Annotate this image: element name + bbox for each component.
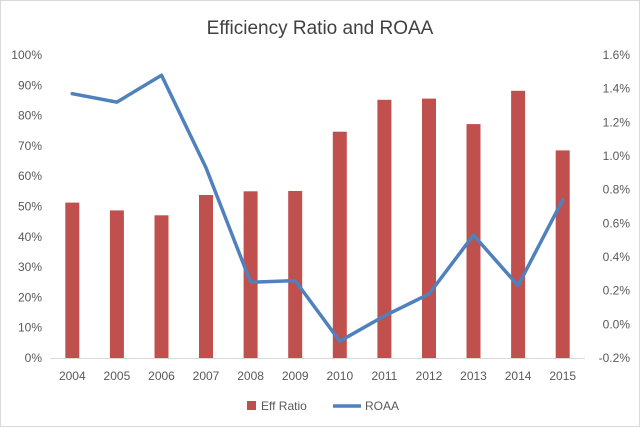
y-right-tick-label: 0.4% (603, 250, 631, 264)
x-tick-label: 2014 (505, 369, 532, 383)
x-tick-label: 2006 (148, 369, 175, 383)
x-tick-label: 2008 (237, 369, 264, 383)
bar-eff-ratio-2013 (466, 124, 481, 358)
bar-eff-ratio-2012 (422, 98, 436, 358)
y-right-tick-label: 1.4% (603, 82, 631, 96)
x-tick-label: 2012 (416, 369, 443, 383)
legend: Eff Ratio ROAA (247, 399, 399, 413)
y-left-tick-label: 60% (18, 169, 42, 183)
bar-eff-ratio-2006 (154, 215, 169, 358)
y-right-tick-label: 0.6% (603, 216, 631, 230)
x-tick-label: 2004 (59, 369, 86, 383)
y-left-tick-label: 100% (11, 48, 42, 62)
y-left-tick-label: 50% (18, 200, 42, 214)
legend-label-roaa: ROAA (365, 399, 399, 413)
bar-eff-ratio-2004 (65, 202, 80, 358)
x-tick-label: 2007 (193, 369, 220, 383)
y-left-tick-label: 80% (18, 109, 42, 123)
chart-title: Efficiency Ratio and ROAA (207, 18, 434, 39)
bar-eff-ratio-2014 (511, 90, 526, 359)
bar-eff-ratio-2015 (555, 150, 570, 358)
bar-eff-ratio-2008 (243, 191, 258, 358)
x-tick-label: 2010 (326, 369, 353, 383)
x-tick-label: 2005 (104, 369, 131, 383)
legend-swatch-eff-ratio (247, 401, 256, 410)
bar-eff-ratio-2009 (288, 191, 303, 358)
y-left-tick-label: 30% (18, 260, 42, 274)
axes-layer: 0% 10% 20% 30% 40% 50% 60% 70% 80% 90% 100% -0.2% 0.… (11, 48, 630, 383)
y-right-tick-label: -0.2% (599, 351, 631, 365)
y-left-tick-label: 40% (18, 230, 42, 244)
line-roaa (70, 73, 565, 343)
y-left-tick-label: 20% (18, 290, 42, 304)
y-left-tick-label: 90% (18, 78, 42, 92)
bar-eff-ratio-2010 (332, 131, 347, 358)
y-right-tick-label: 1.6% (603, 48, 631, 62)
y-right-tick-label: 0.2% (603, 284, 631, 298)
bar-eff-ratio-2005 (109, 210, 124, 358)
line-layer (70, 73, 565, 343)
y-right-tick-label: 1.0% (603, 149, 631, 163)
x-tick-label: 2013 (460, 369, 487, 383)
y-right-tick-label: 0.0% (603, 317, 631, 331)
y-right-tick-label: 0.8% (603, 183, 631, 197)
bar-eff-ratio-2011 (377, 99, 392, 359)
y-left-tick-label: 0% (25, 351, 43, 365)
y-left-tick-label: 10% (18, 321, 42, 335)
x-tick-label: 2015 (549, 369, 576, 383)
x-tick-label: 2009 (282, 369, 309, 383)
y-left-tick-label: 70% (18, 139, 42, 153)
y-right-tick-label: 1.2% (603, 115, 631, 129)
bar-eff-ratio-2007 (199, 195, 213, 358)
bars-layer (65, 90, 570, 359)
legend-label-eff-ratio: Eff Ratio (261, 399, 307, 413)
x-tick-label: 2011 (371, 369, 397, 383)
